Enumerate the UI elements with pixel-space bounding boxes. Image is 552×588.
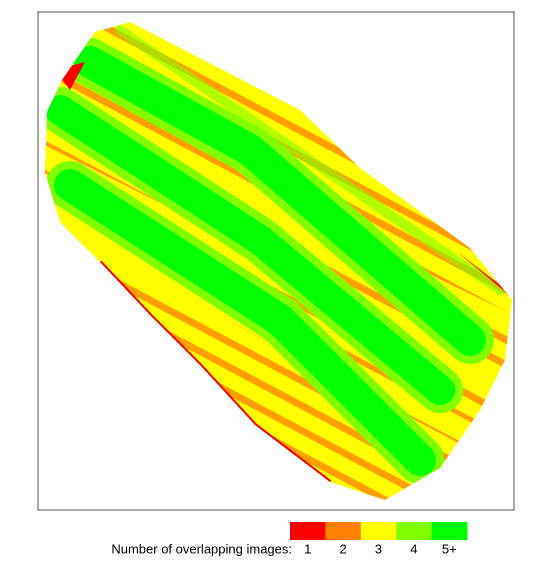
legend-swatch <box>325 522 362 540</box>
legend-swatch <box>290 522 326 540</box>
legend-item-label: 5+ <box>442 541 457 556</box>
legend-swatch <box>360 522 397 540</box>
legend-title: Number of overlapping images: <box>111 541 292 556</box>
legend-item-label: 3 <box>375 541 382 556</box>
legend-swatch <box>396 522 433 540</box>
legend-item-label: 4 <box>410 541 417 556</box>
legend-swatch <box>431 522 468 540</box>
legend-item-label: 2 <box>339 541 346 556</box>
legend: Number of overlapping images: 1 2 3 4 5+ <box>111 522 468 556</box>
legend-item-label: 1 <box>304 541 311 556</box>
